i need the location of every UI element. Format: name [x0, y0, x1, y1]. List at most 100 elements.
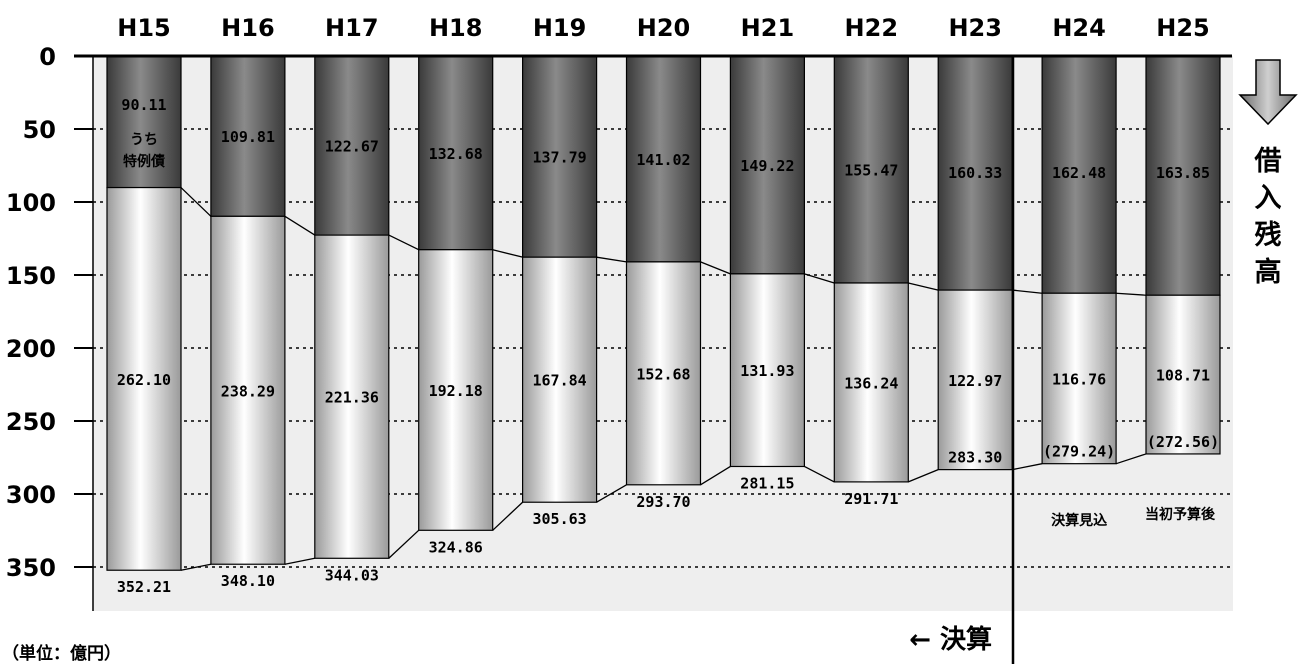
connector-line: [596, 484, 627, 503]
connector-line: [908, 282, 939, 291]
connector-line: [388, 529, 420, 559]
total-label: 324.86: [429, 538, 483, 556]
data-label: 141.02: [636, 151, 690, 169]
connector-line: [388, 234, 419, 251]
bar-segment-special: [314, 55, 390, 236]
connector-line: [700, 261, 731, 275]
total-label: 305.63: [533, 510, 587, 528]
connector-lines: [180, 187, 1147, 571]
connector-line: [284, 557, 315, 565]
note-initial-budget: 当初予算後: [1145, 506, 1216, 523]
y-tick-label: 50: [23, 116, 56, 144]
category-label: H23: [948, 14, 1001, 42]
connector-line: [492, 249, 523, 258]
down-arrow-icon: [1238, 59, 1298, 126]
side-label-char: 借: [1254, 146, 1282, 177]
connector-line: [596, 256, 627, 263]
value-labels: H15 90.11 262.10 352.21 H16 109.81 238.29 348.1…: [117, 14, 1219, 596]
side-label-char: 入: [1255, 183, 1282, 214]
bar-segment-other: [210, 215, 286, 565]
data-label: 109.81: [221, 128, 275, 146]
data-label: 221.36: [325, 389, 379, 407]
data-label: 108.71: [1156, 367, 1210, 385]
bar-segment-other: [1041, 292, 1117, 465]
y-tick-label: 250: [6, 408, 56, 436]
bar-segment-special: [625, 55, 702, 263]
connector-line: [1012, 463, 1043, 471]
data-label: 116.76: [1052, 370, 1106, 388]
connector-line: [804, 465, 835, 483]
connector-line: [1116, 292, 1147, 296]
bar-segment-special: [1145, 55, 1221, 296]
bar-segment-other: [1145, 294, 1221, 455]
data-label: 162.48: [1052, 164, 1106, 182]
connector-line: [284, 215, 316, 236]
bar-segment-other: [833, 282, 909, 483]
total-label: 281.15: [740, 474, 794, 492]
bars: [106, 55, 1221, 571]
category-label: H18: [429, 14, 482, 42]
data-label: 192.18: [429, 382, 483, 400]
data-label: 155.47: [844, 161, 898, 179]
total-label: 293.70: [636, 493, 690, 511]
bar-segment-special: [418, 55, 494, 251]
y-tick-label: 350: [6, 554, 56, 582]
data-label: 160.33: [948, 164, 1002, 182]
connector-line: [492, 501, 524, 531]
category-label: H20: [637, 14, 690, 42]
bar-segment-special: [521, 55, 598, 258]
bar-segment-special: [106, 55, 182, 189]
y-tick-label: 0: [39, 43, 56, 71]
unit-label: （単位：億円）: [2, 643, 121, 664]
data-label: 122.97: [948, 372, 1002, 390]
axes: 0 50 100 150 200 250 300 350: [6, 43, 1232, 611]
total-label: 344.03: [325, 566, 379, 584]
category-label: H16: [221, 14, 274, 42]
data-label: 132.68: [429, 145, 483, 163]
y-tick-label: 300: [6, 481, 56, 509]
total-label: 348.10: [221, 572, 275, 590]
bar-segment-other: [314, 234, 390, 559]
note-settlement-estimate: 決算見込: [1051, 512, 1107, 529]
data-label: 167.84: [533, 372, 587, 390]
bar-segment-other: [418, 249, 494, 531]
bar-segment-other: [521, 256, 598, 503]
bar-segment-special: [210, 55, 286, 217]
data-label: 163.85: [1156, 164, 1210, 182]
connector-line: [908, 469, 939, 483]
category-label: H25: [1156, 14, 1209, 42]
side-label-char: 高: [1255, 256, 1282, 288]
total-label: (272.56): [1147, 433, 1219, 451]
connector-line: [1012, 289, 1043, 294]
category-label: H24: [1052, 14, 1105, 42]
settled-label: ← 決算: [909, 624, 992, 655]
category-label: H19: [533, 14, 586, 42]
data-label: 122.67: [325, 138, 379, 156]
data-label: 149.22: [740, 157, 794, 175]
y-tick-label: 100: [6, 189, 56, 217]
y-tick-label: 150: [6, 262, 56, 290]
connector-line: [1115, 453, 1147, 465]
bar-segment-other: [937, 289, 1013, 471]
bar-segment-special: [833, 55, 909, 284]
bar-segment-other: [729, 273, 806, 468]
data-label: 262.10: [117, 371, 171, 389]
category-label: H17: [325, 14, 378, 42]
side-label-char: 残: [1255, 220, 1282, 251]
total-label: 291.71: [844, 490, 898, 508]
special-label: うち: [130, 132, 158, 148]
total-label: 283.30: [948, 449, 1002, 467]
connector-line: [804, 273, 835, 284]
connector-line: [700, 465, 731, 486]
special-label: 特例債: [123, 153, 165, 170]
data-label: 136.24: [844, 374, 898, 392]
connector-line: [180, 187, 212, 217]
bar-segment-other: [625, 261, 702, 486]
bar-segment-other: [106, 186, 182, 571]
data-label: 152.68: [636, 365, 690, 383]
data-label: 238.29: [221, 382, 275, 400]
data-label: 131.93: [740, 362, 794, 380]
total-label: 352.21: [117, 578, 171, 596]
